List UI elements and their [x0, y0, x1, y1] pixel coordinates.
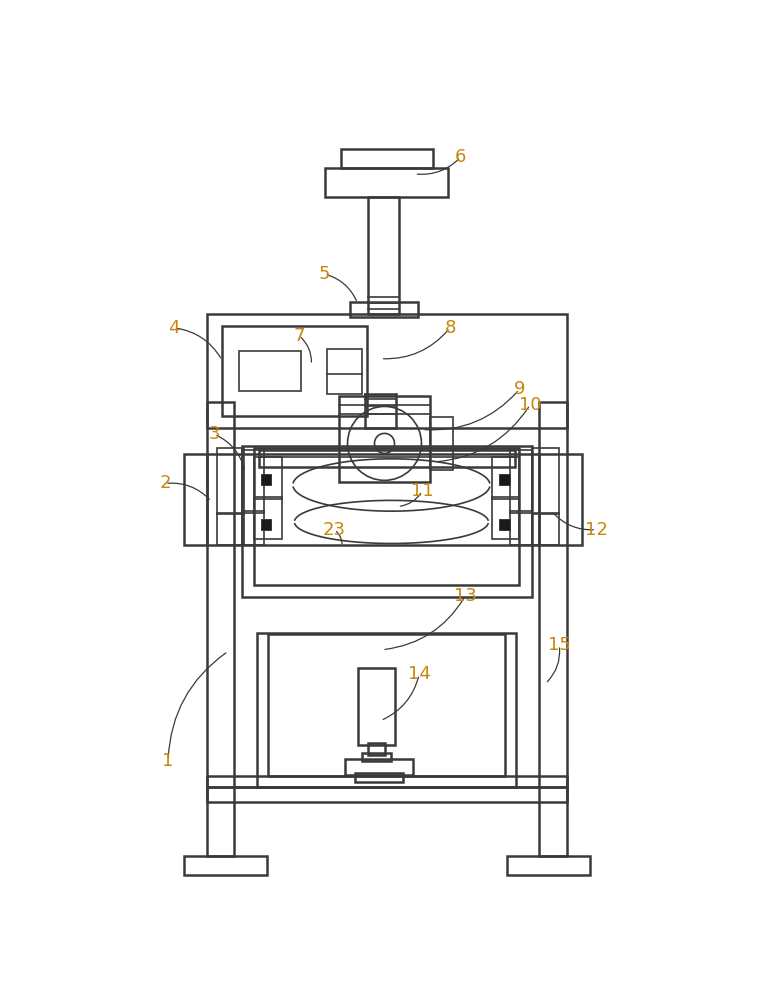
- Bar: [207, 787, 567, 802]
- Bar: [356, 773, 403, 782]
- Bar: [260, 519, 272, 530]
- Bar: [362, 753, 391, 761]
- Bar: [207, 402, 234, 856]
- Bar: [184, 856, 267, 875]
- Bar: [510, 511, 532, 545]
- Bar: [269, 634, 505, 776]
- Bar: [369, 197, 399, 314]
- Bar: [507, 856, 590, 875]
- Bar: [207, 314, 567, 428]
- Bar: [242, 450, 263, 513]
- Bar: [325, 168, 449, 197]
- Bar: [350, 302, 417, 317]
- Bar: [345, 759, 413, 774]
- Bar: [339, 396, 430, 482]
- Bar: [217, 513, 243, 545]
- Bar: [532, 448, 559, 514]
- Bar: [184, 454, 582, 545]
- Bar: [430, 417, 453, 470]
- Text: 2: 2: [159, 474, 171, 492]
- Bar: [539, 402, 567, 856]
- Bar: [254, 457, 282, 499]
- Bar: [239, 351, 301, 391]
- Text: 5: 5: [319, 265, 330, 283]
- Bar: [369, 743, 385, 755]
- Text: 1: 1: [163, 752, 174, 770]
- Text: 6: 6: [455, 148, 466, 166]
- Text: 15: 15: [548, 636, 571, 654]
- Bar: [260, 474, 272, 485]
- Text: 12: 12: [584, 521, 607, 539]
- Bar: [532, 513, 559, 545]
- Text: 13: 13: [454, 587, 477, 605]
- Bar: [254, 497, 282, 539]
- Text: 10: 10: [519, 396, 541, 414]
- Bar: [222, 326, 367, 416]
- Bar: [259, 450, 514, 466]
- Bar: [242, 446, 532, 597]
- Bar: [340, 149, 433, 168]
- Bar: [254, 448, 520, 585]
- Text: 14: 14: [407, 665, 430, 683]
- Bar: [327, 349, 362, 394]
- Bar: [491, 457, 520, 499]
- Bar: [510, 450, 532, 513]
- Bar: [217, 448, 243, 514]
- Text: 23: 23: [323, 521, 346, 539]
- Text: 4: 4: [169, 319, 180, 337]
- Text: 11: 11: [410, 482, 433, 500]
- Bar: [499, 474, 510, 485]
- Text: 3: 3: [208, 425, 220, 443]
- Text: 9: 9: [513, 380, 525, 398]
- Bar: [207, 776, 567, 787]
- Bar: [499, 519, 510, 530]
- Text: 7: 7: [293, 327, 304, 345]
- Bar: [358, 668, 394, 745]
- Bar: [491, 497, 520, 539]
- Text: 8: 8: [444, 319, 456, 337]
- Bar: [257, 633, 516, 787]
- Bar: [365, 394, 396, 428]
- Bar: [242, 511, 263, 545]
